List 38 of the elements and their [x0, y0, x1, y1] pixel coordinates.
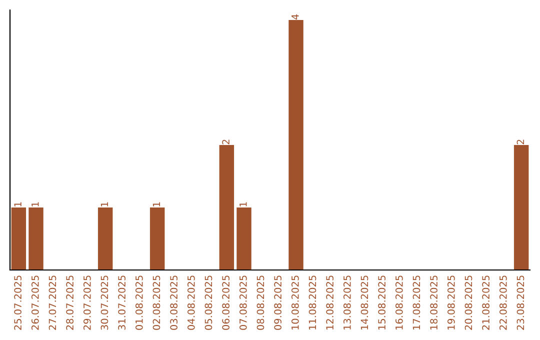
x-tick-label: 19.08.2025 — [447, 276, 455, 330]
x-tick-label: 13.08.2025 — [343, 276, 351, 330]
x-tick-label: 10.08.2025 — [291, 276, 299, 330]
x-tick-label: 29.07.2025 — [83, 276, 91, 330]
x-tick-label: 21.08.2025 — [482, 276, 490, 330]
x-tick-label: 30.07.2025 — [100, 276, 108, 330]
data-label: 1 — [152, 202, 160, 206]
x-tick-label: 01.08.2025 — [135, 276, 143, 330]
x-tick-label: 14.08.2025 — [360, 276, 368, 330]
data-label: 1 — [32, 202, 39, 206]
x-tick-label: 07.08.2025 — [239, 276, 247, 330]
x-tick-label: 22.08.2025 — [499, 276, 507, 330]
data-label: 2 — [222, 140, 230, 144]
x-tick-label: 03.08.2025 — [170, 276, 178, 330]
x-tick-label: 15.08.2025 — [378, 276, 386, 330]
x-tick-label: 25.07.2025 — [14, 276, 22, 330]
data-label: 4 — [292, 14, 299, 20]
x-tick-label: 20.08.2025 — [464, 276, 472, 330]
x-tick-label: 06.08.2025 — [222, 276, 230, 330]
data-label: 1 — [14, 202, 22, 206]
data-label: 1 — [240, 202, 247, 206]
x-tick-label: 28.07.2025 — [66, 276, 74, 330]
x-tick-label: 16.08.2025 — [395, 276, 403, 330]
x-tick-label: 27.07.2025 — [48, 276, 56, 330]
data-label: 1 — [100, 202, 108, 206]
x-tick-label: 05.08.2025 — [204, 276, 212, 330]
x-tick-label: 02.08.2025 — [152, 276, 160, 330]
x-tick-label: 18.08.2025 — [430, 276, 438, 330]
x-tick-label: 17.08.2025 — [412, 276, 420, 330]
x-tick-label: 08.08.2025 — [256, 276, 264, 330]
x-tick-label: 04.08.2025 — [187, 276, 195, 330]
x-tick-label: 11.08.2025 — [308, 276, 316, 330]
x-tick-label: 23.08.2025 — [516, 276, 524, 330]
x-tick-label: 09.08.2025 — [274, 276, 282, 330]
data-label: 2 — [516, 140, 524, 144]
x-tick-label: 12.08.2025 — [326, 276, 334, 330]
x-tick-label: 26.07.2025 — [31, 276, 39, 330]
x-tick-label: 31.07.2025 — [118, 276, 126, 330]
